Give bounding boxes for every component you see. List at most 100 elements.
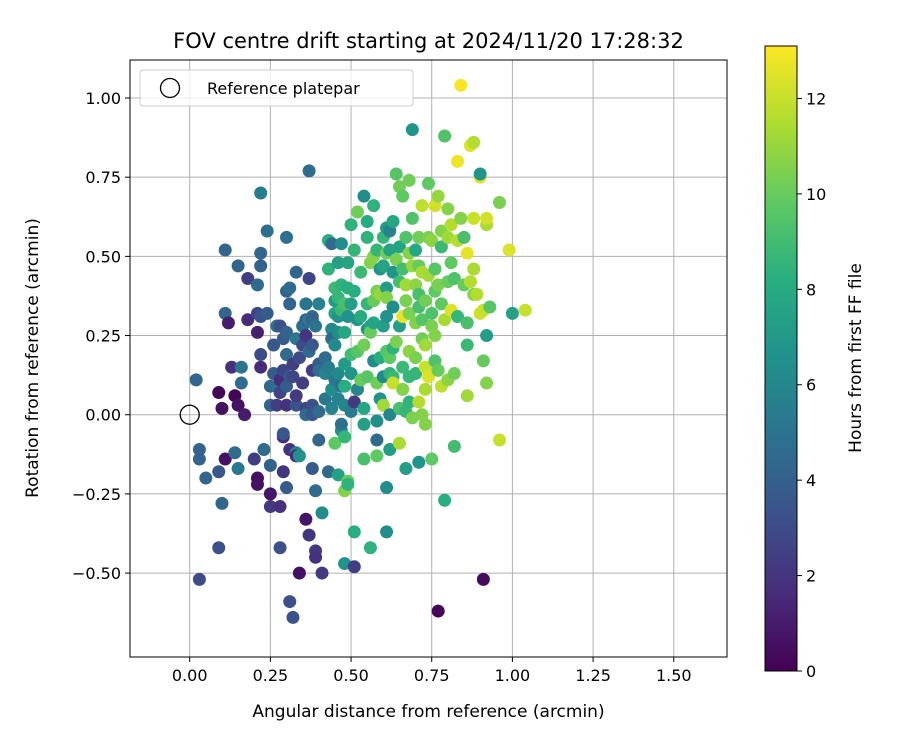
data-point (360, 370, 374, 384)
data-point (422, 370, 435, 384)
data-point (276, 427, 290, 441)
data-point (447, 272, 461, 286)
data-point (431, 189, 445, 203)
data-point (409, 351, 423, 365)
data-point (192, 452, 206, 466)
data-point (428, 329, 442, 343)
chart-title: FOV centre drift starting at 2024/11/20 … (173, 29, 684, 53)
data-point (399, 230, 413, 244)
data-point (331, 367, 345, 381)
data-point (492, 196, 506, 210)
data-point (505, 306, 519, 320)
data-point (341, 256, 355, 270)
data-point (383, 408, 397, 422)
data-point (380, 525, 394, 539)
data-point (357, 401, 371, 415)
data-point (338, 430, 352, 444)
x-tick-label: 0.75 (414, 666, 450, 685)
data-point (370, 433, 384, 447)
data-point (467, 262, 481, 276)
plot-frame (129, 59, 728, 658)
colorbar: 0 2 4 6 8 10 12 Hours from first FF file (764, 45, 866, 681)
data-point (257, 443, 271, 457)
colorbar-tick-label: 2 (806, 567, 816, 586)
data-point (315, 566, 329, 580)
data-point (412, 395, 426, 409)
data-point (299, 329, 313, 343)
data-point (344, 367, 358, 381)
data-point (318, 392, 332, 406)
data-point (189, 373, 203, 387)
data-point (250, 477, 264, 491)
data-point (357, 338, 371, 352)
data-point (321, 360, 335, 374)
data-point (302, 528, 316, 542)
x-tick-label: 0.00 (172, 666, 208, 685)
data-point (299, 297, 313, 311)
data-point (418, 294, 432, 308)
data-point (215, 496, 229, 510)
data-point (370, 449, 384, 463)
colorbar-tick-label: 12 (806, 89, 826, 108)
data-point (392, 240, 406, 254)
data-point (321, 262, 335, 276)
data-point (389, 335, 403, 349)
data-point (418, 338, 432, 352)
data-point (396, 382, 410, 396)
data-point (492, 433, 506, 447)
x-axis: 0.00 0.25 0.50 0.75 1.00 1.25 1.50 (172, 657, 692, 685)
data-point (247, 452, 261, 466)
data-point (518, 303, 532, 317)
data-point (457, 230, 471, 244)
data-point (412, 455, 426, 469)
data-point (386, 300, 400, 314)
data-point (280, 481, 294, 495)
data-point (305, 338, 319, 352)
data-point (331, 468, 345, 482)
reference-platepar-marker (179, 404, 200, 425)
data-point (286, 370, 300, 384)
data-point (470, 287, 484, 301)
data-point (228, 446, 242, 460)
data-point (444, 256, 458, 270)
colorbar-tick-label: 10 (806, 185, 826, 204)
data-point (254, 246, 268, 260)
y-tick-label: 0.75 (85, 168, 121, 187)
data-point (392, 436, 406, 450)
colorbar-tick-label: 8 (806, 280, 816, 299)
data-point (431, 604, 445, 618)
data-point (380, 310, 394, 324)
data-point (396, 189, 410, 203)
data-point (212, 541, 226, 555)
data-point (289, 389, 303, 403)
data-point (460, 389, 474, 403)
data-point (454, 211, 468, 225)
data-point (434, 297, 448, 311)
data-point (241, 272, 255, 286)
data-point (409, 367, 423, 381)
data-point (399, 278, 413, 292)
data-point (260, 306, 274, 320)
data-point (347, 284, 361, 298)
data-point (422, 177, 435, 191)
legend-box (139, 69, 414, 107)
colorbar-label: Hours from first FF file (846, 263, 866, 453)
grid (130, 60, 727, 657)
colorbar-tick-label: 4 (806, 471, 816, 490)
data-point (434, 240, 448, 254)
data-point (425, 452, 439, 466)
data-point (473, 167, 487, 181)
data-point (460, 338, 474, 352)
data-point (334, 237, 348, 251)
data-point (309, 550, 323, 564)
data-point (451, 310, 465, 324)
data-point (347, 243, 361, 257)
data-point (328, 436, 342, 450)
y-tick-label: −0.50 (72, 564, 121, 583)
data-point (344, 218, 358, 232)
data-point (231, 398, 245, 412)
data-point (328, 338, 342, 352)
data-point (418, 382, 432, 396)
data-point (292, 449, 306, 463)
data-point (412, 230, 426, 244)
